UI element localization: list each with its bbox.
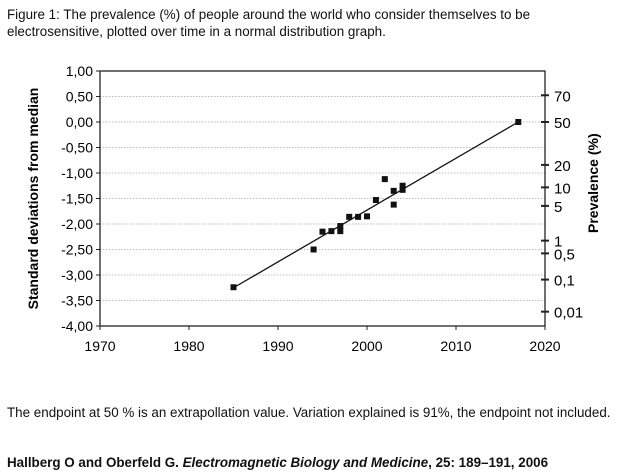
x-tick-label: 2010 xyxy=(440,338,471,354)
data-point xyxy=(337,228,344,235)
note: The endpoint at 50 % is an extrapollatio… xyxy=(7,405,611,420)
citation-authors: Hallberg O and Oberfeld G. xyxy=(7,455,183,470)
y-tick-label: -0,50 xyxy=(61,140,93,156)
y2-axis-label: Prevalence (%) xyxy=(585,133,601,233)
y-tick-label: 0,50 xyxy=(66,89,93,105)
y-tick-label: -2,00 xyxy=(61,216,93,232)
y-axis-label: Standard deviations from median xyxy=(25,88,41,310)
y-tick-label: 0,00 xyxy=(66,114,93,130)
y-tick-label: -1,00 xyxy=(61,165,93,181)
plot-frame xyxy=(99,70,546,327)
y2-tick-label: 1 xyxy=(554,234,562,251)
citation-details: , 25: 189–191, 2006 xyxy=(428,455,549,470)
data-point xyxy=(515,119,522,125)
data-point xyxy=(310,246,317,253)
data-point xyxy=(372,197,379,204)
y-tick-label: 1,00 xyxy=(66,63,93,79)
y-tick-label: -3,00 xyxy=(61,267,93,283)
data-point xyxy=(230,284,237,291)
data-point xyxy=(364,213,370,220)
x-tick-label: 2020 xyxy=(529,338,560,354)
data-point xyxy=(399,182,406,189)
y2-tick-label: 5 xyxy=(554,199,562,216)
y-tick-label: -1,50 xyxy=(61,191,93,207)
y2-tick-label: 10 xyxy=(554,180,571,197)
y-tick-label: -3,50 xyxy=(61,293,93,309)
data-point xyxy=(319,228,326,235)
y2-tick-label: 20 xyxy=(554,158,571,175)
data-point xyxy=(346,213,353,220)
data-point xyxy=(328,228,335,235)
trendline xyxy=(233,121,519,289)
data-point xyxy=(337,223,344,230)
x-tick-label: 2000 xyxy=(351,338,382,354)
data-point xyxy=(390,201,397,208)
data-point xyxy=(381,176,388,183)
x-tick-label: 1990 xyxy=(262,338,293,354)
y2-tick-label: 70 xyxy=(554,88,571,105)
x-tick-label: 1980 xyxy=(173,338,204,354)
y-tick-label: -2,50 xyxy=(61,242,93,258)
y2-tick-label: 0,1 xyxy=(554,273,575,290)
y2-tick-label: 0,01 xyxy=(554,305,583,322)
data-point xyxy=(399,186,406,193)
y2-tick-label: 50 xyxy=(554,115,571,132)
data-point xyxy=(390,187,397,194)
x-tick-label: 1970 xyxy=(84,338,115,354)
data-point xyxy=(355,213,362,220)
y2-tick-label: 0,5 xyxy=(554,246,575,263)
y-tick-label: -4,00 xyxy=(61,318,93,334)
citation: Hallberg O and Oberfeld G. Electromagnet… xyxy=(7,454,548,471)
citation-journal: Electromagnetic Biology and Medicine xyxy=(182,455,429,470)
figure-caption: Figure 1: The prevalence (%) of people a… xyxy=(7,7,531,39)
